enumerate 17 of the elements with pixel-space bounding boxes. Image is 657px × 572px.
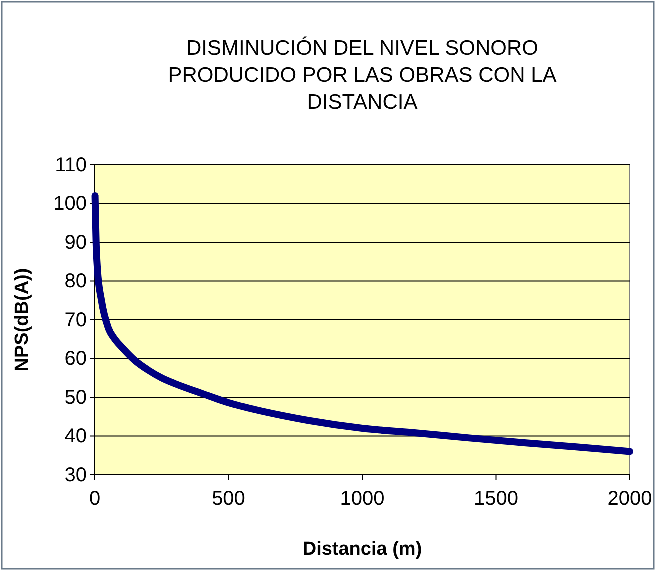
x-tick-label: 500 (212, 488, 246, 510)
x-tick-label: 2000 (608, 488, 652, 510)
x-tick-label: 1500 (474, 488, 518, 510)
y-tick-label: 90 (64, 232, 87, 254)
y-tick-label: 50 (64, 386, 87, 409)
y-tick-label: 70 (64, 309, 87, 332)
y-tick-label: 40 (64, 426, 87, 448)
x-tick-label: 0 (89, 488, 101, 510)
y-tick-label: 80 (64, 270, 87, 293)
x-tick-label: 1000 (340, 488, 385, 510)
x-axis-title: Distancia (m) (302, 539, 422, 560)
y-tick-label: 110 (55, 154, 87, 176)
y-tick-label: 100 (54, 193, 87, 216)
chart-title: DISMINUCIÓN DEL NIVEL SONORO PRODUCIDO POR LAS OBRAS CON LA DISTANCIA (168, 36, 557, 114)
y-axis-title: NPS(dB(A)) (12, 268, 33, 372)
y-tick-label: 30 (64, 464, 87, 486)
y-tick-label: 60 (64, 348, 87, 370)
